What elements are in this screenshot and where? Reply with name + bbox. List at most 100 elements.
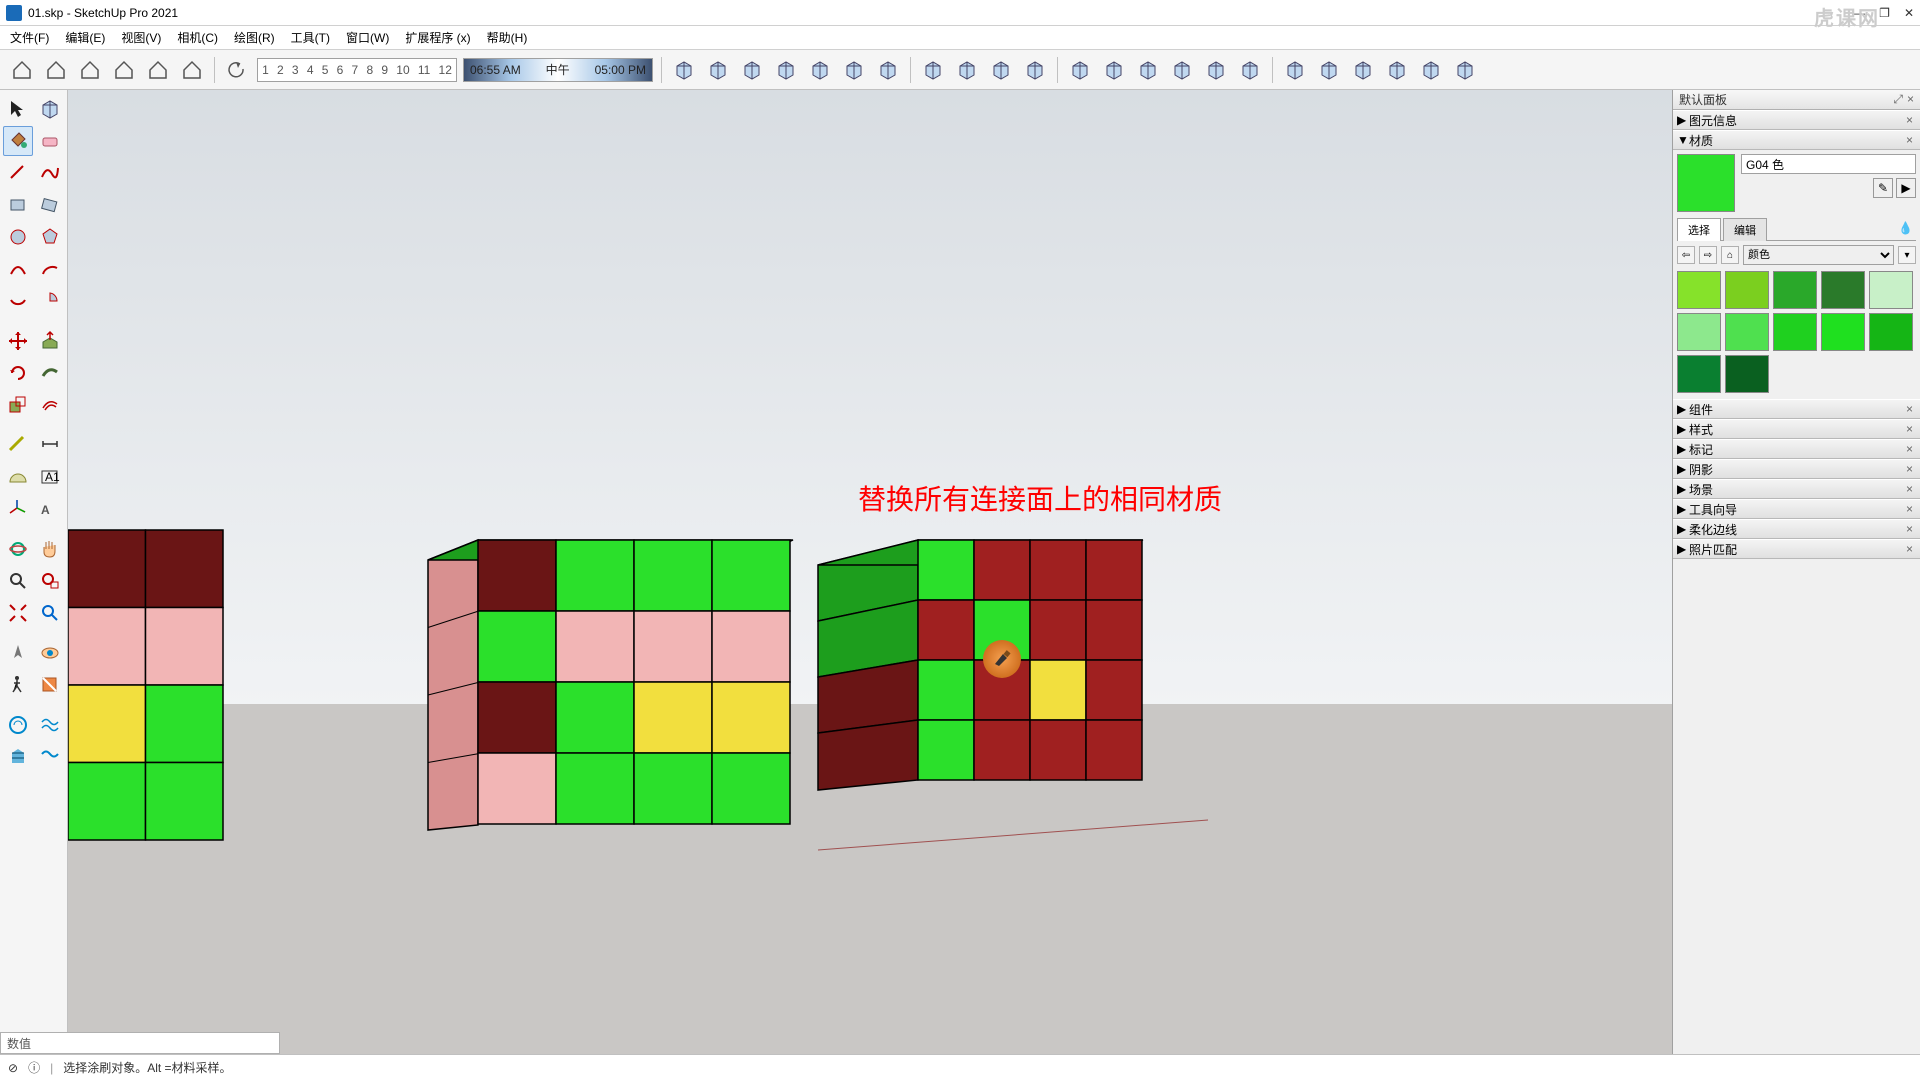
line-tool-icon[interactable] — [3, 158, 33, 188]
nav-home-icon[interactable]: ⌂ — [1721, 246, 1739, 264]
section-close-icon[interactable]: × — [1903, 462, 1916, 476]
view-style-5-icon[interactable] — [1236, 56, 1264, 84]
materials-tab[interactable]: 选择 — [1677, 218, 1721, 241]
section-header[interactable]: ▶柔化边线× — [1673, 519, 1920, 539]
section-header[interactable]: ▼材质× — [1673, 130, 1920, 150]
material-swatch[interactable] — [1725, 271, 1769, 309]
material-menu-icon[interactable]: ▾ — [1898, 246, 1916, 264]
sample-material-icon[interactable]: 💧 — [1895, 218, 1916, 240]
material-swatch[interactable] — [1869, 313, 1913, 351]
section-close-icon[interactable]: × — [1903, 442, 1916, 456]
viewport-3d[interactable]: 替换所有连接面上的相同材质 — [68, 90, 1672, 1054]
undo-icon[interactable] — [223, 56, 251, 84]
house-template-1-icon[interactable] — [76, 56, 104, 84]
material-name-input[interactable] — [1741, 154, 1916, 174]
section-header[interactable]: ▶组件× — [1673, 399, 1920, 419]
material-preview-swatch[interactable] — [1677, 154, 1735, 212]
section-header[interactable]: ▶图元信息× — [1673, 110, 1920, 130]
solid-tool-6-icon[interactable] — [874, 56, 902, 84]
section-close-icon[interactable]: × — [1903, 422, 1916, 436]
rectangle-icon[interactable] — [3, 190, 33, 220]
extension2-icon[interactable] — [35, 710, 65, 740]
section-close-icon[interactable]: × — [1903, 522, 1916, 536]
geo-icon[interactable]: ⊘ — [8, 1061, 18, 1075]
move-icon[interactable] — [3, 326, 33, 356]
material-swatch[interactable] — [1773, 271, 1817, 309]
followme-icon[interactable] — [35, 358, 65, 388]
tape-icon[interactable] — [3, 430, 33, 460]
material-swatch[interactable] — [1677, 355, 1721, 393]
view-style-4-icon[interactable] — [1202, 56, 1230, 84]
layer-tool-2-icon[interactable] — [1349, 56, 1377, 84]
layer-tool-1-icon[interactable] — [1315, 56, 1343, 84]
sandbox-tool-3-icon[interactable] — [1021, 56, 1049, 84]
file-open-icon[interactable] — [42, 56, 70, 84]
menu-item[interactable]: 工具(T) — [285, 27, 336, 48]
shadow-time-slider[interactable]: 06:55 AM中午05:00 PM — [463, 58, 653, 82]
view-style-0-icon[interactable] — [1066, 56, 1094, 84]
offset-icon[interactable] — [35, 390, 65, 420]
material-swatch[interactable] — [1773, 313, 1817, 351]
section-close-icon[interactable]: × — [1903, 502, 1916, 516]
section-close-icon[interactable]: × — [1903, 113, 1916, 127]
orbit-icon[interactable] — [3, 534, 33, 564]
section-header[interactable]: ▶阴影× — [1673, 459, 1920, 479]
measurements-box[interactable]: 数值 — [0, 1032, 280, 1054]
zoom-window-icon[interactable] — [35, 566, 65, 596]
house-template-2-icon[interactable] — [110, 56, 138, 84]
menu-item[interactable]: 窗口(W) — [340, 27, 395, 48]
material-swatch[interactable] — [1821, 313, 1865, 351]
zoom-extents-icon[interactable] — [3, 598, 33, 628]
layer-tool-5-icon[interactable] — [1451, 56, 1479, 84]
close-button[interactable]: ✕ — [1904, 6, 1914, 20]
sandbox-tool-0-icon[interactable] — [919, 56, 947, 84]
menu-item[interactable]: 编辑(E) — [59, 27, 111, 48]
text-icon[interactable]: A1 — [35, 462, 65, 492]
pin-icon[interactable]: ⤢ — [1893, 92, 1903, 107]
material-swatch[interactable] — [1677, 271, 1721, 309]
default-material-icon[interactable]: ▶ — [1896, 178, 1916, 198]
sandbox-tool-1-icon[interactable] — [953, 56, 981, 84]
layer-tool-0-icon[interactable] — [1281, 56, 1309, 84]
solid-tool-3-icon[interactable] — [772, 56, 800, 84]
rotate-icon[interactable] — [3, 358, 33, 388]
menu-item[interactable]: 绘图(R) — [228, 27, 281, 48]
pie-icon[interactable] — [35, 286, 65, 316]
select-tool-icon[interactable] — [3, 94, 33, 124]
create-material-icon[interactable]: ✎ — [1873, 178, 1893, 198]
axes-icon[interactable] — [3, 494, 33, 524]
house-template-3-icon[interactable] — [144, 56, 172, 84]
menu-item[interactable]: 相机(C) — [171, 27, 224, 48]
extension3-icon[interactable] — [3, 742, 33, 772]
solid-tool-5-icon[interactable] — [840, 56, 868, 84]
freehand-icon[interactable] — [35, 158, 65, 188]
dimension-icon[interactable] — [35, 430, 65, 460]
nav-back-icon[interactable]: ⇦ — [1677, 246, 1695, 264]
solid-tool-1-icon[interactable] — [704, 56, 732, 84]
section-close-icon[interactable]: × — [1903, 133, 1916, 147]
view-style-3-icon[interactable] — [1168, 56, 1196, 84]
section-header[interactable]: ▶样式× — [1673, 419, 1920, 439]
materials-tab[interactable]: 编辑 — [1723, 218, 1767, 241]
credits-icon[interactable]: ⓘ — [28, 1059, 40, 1076]
extension4-icon[interactable] — [35, 742, 65, 772]
pushpull-icon[interactable] — [35, 326, 65, 356]
section-header[interactable]: ▶场景× — [1673, 479, 1920, 499]
scale-ruler[interactable]: 123456789101112 — [257, 58, 457, 82]
solid-tool-2-icon[interactable] — [738, 56, 766, 84]
house-template-4-icon[interactable] — [178, 56, 206, 84]
section-close-icon[interactable]: × — [1903, 482, 1916, 496]
material-library-select[interactable]: 颜色 — [1743, 245, 1894, 265]
polygon-icon[interactable] — [35, 222, 65, 252]
rotated-rect-icon[interactable] — [35, 190, 65, 220]
look-around-icon[interactable] — [35, 638, 65, 668]
file-new-icon[interactable] — [8, 56, 36, 84]
extension1-icon[interactable] — [3, 710, 33, 740]
menu-item[interactable]: 帮助(H) — [481, 27, 534, 48]
section-header[interactable]: ▶工具向导× — [1673, 499, 1920, 519]
menu-item[interactable]: 视图(V) — [115, 27, 167, 48]
nav-fwd-icon[interactable]: ⇨ — [1699, 246, 1717, 264]
menu-item[interactable]: 扩展程序 (x) — [399, 27, 476, 48]
section-header[interactable]: ▶照片匹配× — [1673, 539, 1920, 559]
material-swatch[interactable] — [1725, 313, 1769, 351]
